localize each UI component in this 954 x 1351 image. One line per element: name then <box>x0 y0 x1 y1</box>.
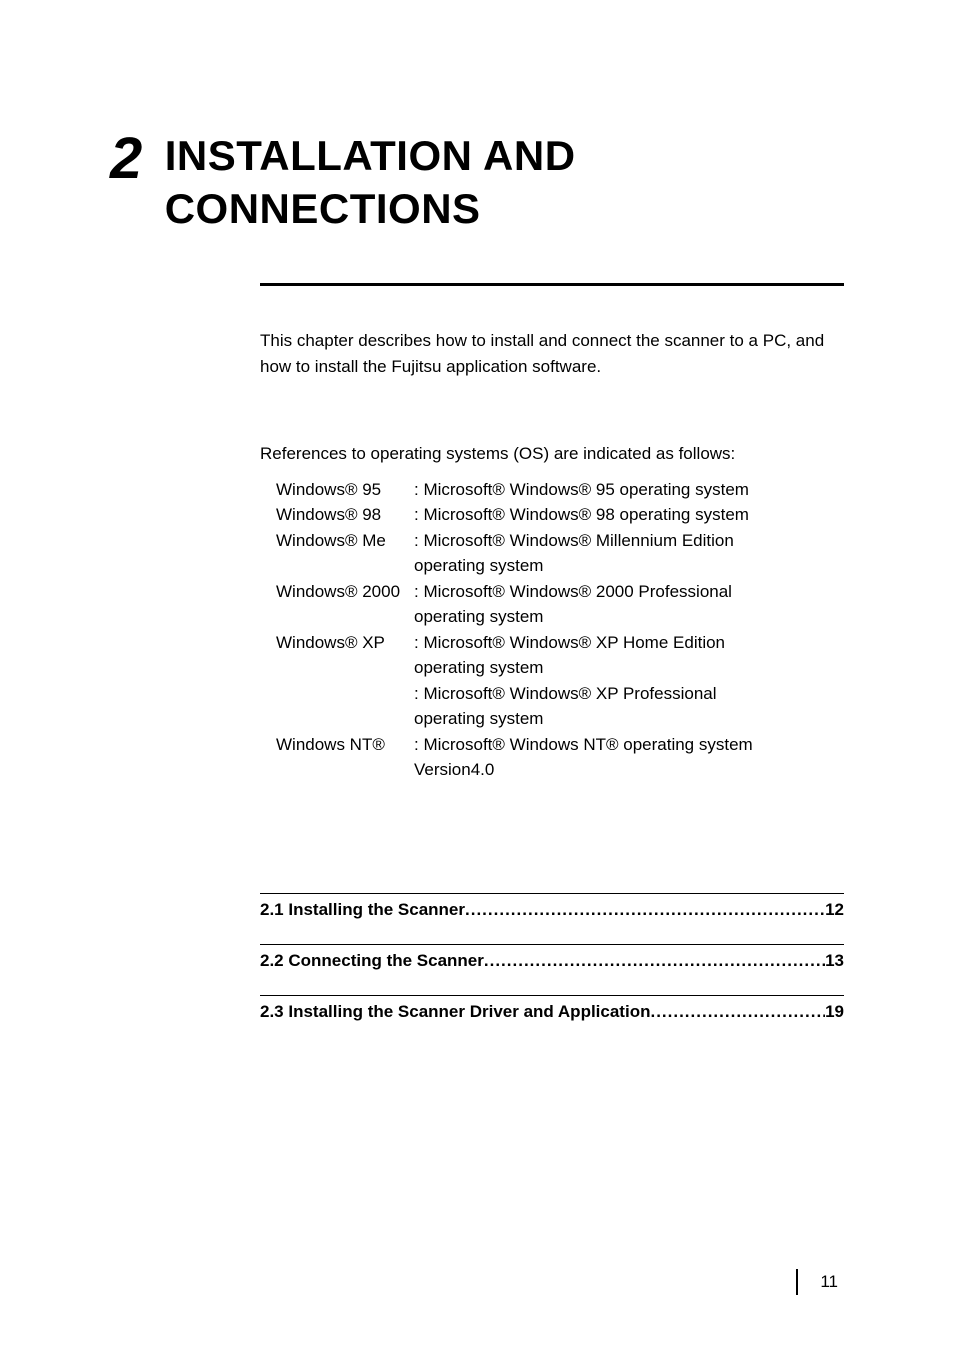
os-desc: : Microsoft® Windows® Millennium Edition <box>414 528 844 554</box>
os-row: operating system <box>276 655 844 681</box>
page-footer: 11 <box>796 1269 838 1295</box>
toc-dots: ........................................… <box>650 1002 825 1022</box>
os-label: Windows® XP <box>276 630 414 656</box>
heading-rule <box>260 283 844 286</box>
toc-page: 13 <box>825 951 844 971</box>
chapter-title: INSTALLATION AND CONNECTIONS <box>165 130 576 235</box>
os-desc: : Microsoft® Windows NT® operating syste… <box>414 732 844 758</box>
toc-item: 2.3 Installing the Scanner Driver and Ap… <box>260 995 844 1046</box>
os-desc: : Microsoft® Windows® XP Professional <box>414 681 844 707</box>
footer-bar <box>796 1269 798 1295</box>
os-row: Windows® 2000 : Microsoft® Windows® 2000… <box>276 579 844 605</box>
chapter-title-line2: CONNECTIONS <box>165 185 481 232</box>
table-of-contents: 2.1 Installing the Scanner .............… <box>260 893 844 1046</box>
os-label: Windows NT® <box>276 732 414 758</box>
page: 2 INSTALLATION AND CONNECTIONS This chap… <box>0 0 954 1351</box>
os-desc: : Microsoft® Windows® 95 operating syste… <box>414 477 844 503</box>
toc-page: 19 <box>825 1002 844 1022</box>
toc-label: 2.1 Installing the Scanner <box>260 900 465 920</box>
os-desc: : Microsoft® Windows® XP Home Edition <box>414 630 844 656</box>
references-lead: References to operating systems (OS) are… <box>260 441 844 467</box>
toc-page: 12 <box>825 900 844 920</box>
os-row: operating system <box>276 604 844 630</box>
chapter-number: 2 <box>110 130 142 188</box>
os-row: Windows® 95 : Microsoft® Windows® 95 ope… <box>276 477 844 503</box>
toc-label: 2.3 Installing the Scanner Driver and Ap… <box>260 1002 650 1022</box>
os-desc: : Microsoft® Windows® 2000 Professional <box>414 579 844 605</box>
os-row: Version4.0 <box>276 757 844 783</box>
toc-item: 2.2 Connecting the Scanner .............… <box>260 944 844 995</box>
toc-dots: ........................................… <box>484 951 825 971</box>
os-desc: : Microsoft® Windows® 98 operating syste… <box>414 502 844 528</box>
chapter-title-line1: INSTALLATION AND <box>165 132 576 179</box>
chapter-heading: 2 INSTALLATION AND CONNECTIONS <box>110 130 844 235</box>
page-number: 11 <box>820 1272 838 1292</box>
os-row: : Microsoft® Windows® XP Professional <box>276 681 844 707</box>
os-row: Windows NT® : Microsoft® Windows NT® ope… <box>276 732 844 758</box>
toc-item: 2.1 Installing the Scanner .............… <box>260 893 844 944</box>
os-label: Windows® 95 <box>276 477 414 503</box>
os-row: operating system <box>276 553 844 579</box>
os-desc: operating system <box>414 553 844 579</box>
toc-dots: ........................................… <box>465 900 825 920</box>
os-row: Windows® Me : Microsoft® Windows® Millen… <box>276 528 844 554</box>
os-label: Windows® 2000 <box>276 579 414 605</box>
intro-paragraph: This chapter describes how to install an… <box>260 328 844 379</box>
os-label: Windows® 98 <box>276 502 414 528</box>
toc-label: 2.2 Connecting the Scanner <box>260 951 484 971</box>
os-row: operating system <box>276 706 844 732</box>
os-row: Windows® 98 : Microsoft® Windows® 98 ope… <box>276 502 844 528</box>
os-label: Windows® Me <box>276 528 414 554</box>
os-desc: operating system <box>414 655 844 681</box>
os-desc: operating system <box>414 706 844 732</box>
os-row: Windows® XP : Microsoft® Windows® XP Hom… <box>276 630 844 656</box>
os-desc: Version4.0 <box>414 757 844 783</box>
os-desc: operating system <box>414 604 844 630</box>
os-list: Windows® 95 : Microsoft® Windows® 95 ope… <box>276 477 844 783</box>
